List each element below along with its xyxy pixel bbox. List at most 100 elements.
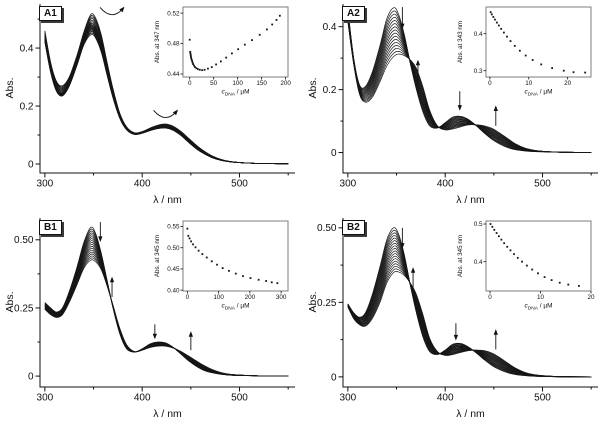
inset-data-point [186,227,189,230]
y-axis-ticks: 0 0.25 0.50 [317,223,343,383]
inset-data-point [506,245,509,248]
inset-data-point [509,40,512,42]
inset-plot: 0 10 20 0.4 0.5 Abs. at 345 nm cDNA / µM [457,220,595,311]
inset-data-point [270,281,273,284]
y-axis-title-a2: Abs. [307,77,319,99]
inset-points [489,11,587,74]
panel-a2: 300 400 500 0 0.2 0.4 0 10 20 0.3 0.4 Abs. at 343 n… [303,0,605,214]
inset-data-point [558,281,561,284]
down-arrowhead [152,333,157,340]
inset-y-tick-label: 0.4 [474,31,483,38]
inset-data-point [531,268,534,271]
inset-data-point [503,242,506,245]
inset-x-tick-label: 0 [186,294,190,301]
y-axis-ticks: 0 0.2 0.4 [20,18,40,170]
up-arrowhead [493,329,498,335]
inset-data-point [540,63,543,66]
inset-data-point [196,68,199,70]
inset-data-point [188,38,191,41]
x-tick-label: 400 [134,178,151,189]
inset-data-point [210,66,213,69]
inset-data-point [266,28,268,31]
inset-y-tick-label: 0.50 [167,245,180,252]
inset-x-tick-label: 150 [256,80,267,87]
inset-data-point [497,235,500,238]
inset-y-tick-label: 0.55 [167,224,180,231]
inset-data-point [187,234,190,237]
inset-data-point [584,71,587,74]
up-arrowhead [109,276,115,283]
inset-data-point [567,283,570,286]
inset-data-point [192,63,194,65]
up-arrowhead [493,105,498,111]
inset-data-point [497,24,500,27]
inset-frame [182,220,289,292]
up-arrowhead [188,331,194,337]
inset-data-point [201,69,204,72]
inset-data-point [489,11,492,14]
inset-data-point [190,240,193,243]
inset-data-point [531,59,534,61]
inset-data-point [489,223,492,225]
spectrum-curve [347,271,592,378]
inset-points [186,227,279,285]
spectra-plot-b2: 300 400 500 0 0.25 0.50 0 10 20 0.4 0.5 Abs. at 345… [317,218,598,403]
y-tick-label: 0 [331,372,337,383]
inset-data-point [551,67,554,70]
inset-points [188,14,281,72]
inset-data-point [234,272,237,275]
x-tick-label: 500 [534,392,551,403]
inset-x-tick-label: 300 [276,294,287,301]
inset-y-axis-title: Abs. at 345 nm [457,235,464,277]
inset-data-point [509,249,512,252]
inset-data-point [257,278,260,281]
inset-data-point [216,263,218,266]
inset-frame [182,6,289,78]
spectra-curves [347,7,592,153]
axes [342,4,598,174]
inset-data-point [228,269,230,272]
y-axis-ticks: 0 0.25 0.50 [14,235,40,382]
x-tick-label: 500 [534,178,551,189]
rebound-arrowhead [119,6,125,13]
x-tick-label: 300 [340,178,357,189]
down-arrowhead [98,236,103,242]
panel-label-b2: B2 [342,220,365,235]
inset-x-tick-label: 100 [213,294,224,301]
x-tick-label: 300 [37,392,54,403]
inset-data-point [194,66,196,69]
down-arrowhead [453,334,459,341]
inset-data-point [221,267,224,269]
x-tick-label: 300 [37,178,54,189]
y-tick-label: 0.2 [323,85,337,96]
inset-data-point [513,44,516,47]
inset-y-tick-label: 0.40 [167,287,180,294]
y-tick-label: 0 [331,148,337,159]
axes [342,218,598,388]
axes [39,4,295,174]
annotation-arrows [99,6,179,119]
inset-data-point [518,49,521,52]
inset-data-point [189,54,192,56]
spectra-plot-a2: 300 400 500 0 0.2 0.4 0 10 20 0.3 0.4 Abs. at 343 n… [323,4,598,189]
annotation-arrows [98,222,194,351]
inset-plot: 0 10 20 0.3 0.4 Abs. at 343 nm cDNA / µM [457,6,592,97]
inset-data-point [492,16,495,18]
inset-data-point [572,71,575,74]
inset-data-point [215,63,217,66]
inset-data-point [243,43,246,46]
inset-plot: 0 50 100 150 200 0.44 0.48 0.52 Abs. at 347 nm cD… [154,6,291,97]
inset-data-point [524,54,527,57]
inset-y-tick-label: 0.44 [167,71,180,78]
inset-data-point [242,275,244,278]
inset-data-point [194,246,197,249]
panel-label-a1: A1 [39,6,62,21]
inset-x-tick-label: 100 [232,80,243,87]
inset-data-point [513,253,515,256]
spectra-curves [44,226,289,377]
inset-data-point [193,64,195,67]
axis-frame [39,4,295,174]
y-tick-label: 0 [28,371,34,382]
up-arrowhead [415,59,421,66]
